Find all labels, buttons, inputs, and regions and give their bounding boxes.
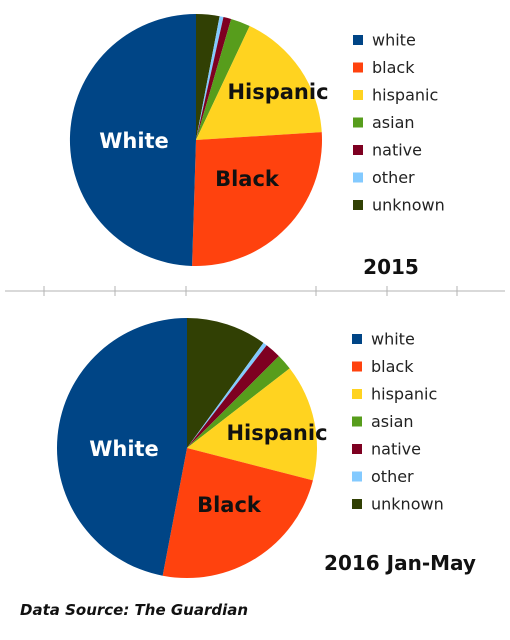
pie-slice-hispanic bbox=[187, 368, 318, 481]
pie-slice-other bbox=[187, 342, 267, 448]
legend-swatch-black bbox=[353, 62, 363, 73]
pie-slice-white bbox=[56, 318, 187, 576]
pie-slice-black bbox=[162, 448, 313, 579]
legend-swatch-hispanic bbox=[353, 90, 363, 100]
legend: white black hispanic asian native other unknow… bbox=[353, 31, 445, 215]
legend-swatch-black bbox=[352, 361, 362, 372]
legend-label-white: white bbox=[372, 31, 416, 50]
slice-label-white: White bbox=[99, 129, 169, 153]
slice-label-hispanic: Hispanic bbox=[226, 421, 327, 445]
legend-swatch-asian bbox=[353, 117, 363, 128]
pie-slice-hispanic bbox=[196, 25, 322, 141]
legend-swatch-unknown bbox=[353, 200, 363, 210]
chart-title: 2016 Jan-May bbox=[324, 551, 476, 575]
legend-label-other: other bbox=[372, 168, 415, 187]
pie-slice-black bbox=[192, 132, 322, 267]
legend-label-black: black bbox=[372, 58, 415, 77]
pie-slice-asian bbox=[196, 19, 250, 140]
legend: white black hispanic asian native other unknow… bbox=[352, 330, 444, 514]
data-source-note: Data Source: The Guardian bbox=[20, 601, 248, 619]
legend-label-white: white bbox=[371, 330, 415, 349]
legend-label-other: other bbox=[371, 467, 414, 486]
pie-chart-2016: White Black Hispanic white black hispanic asia… bbox=[56, 318, 476, 579]
legend-swatch-asian bbox=[352, 416, 362, 427]
slice-label-black: Black bbox=[197, 493, 262, 517]
legend-label-native: native bbox=[371, 440, 421, 459]
pie-slice-asian bbox=[187, 356, 290, 448]
pie-slice-unknown bbox=[187, 318, 264, 448]
pie-slice-white bbox=[69, 13, 196, 266]
legend-label-hispanic: hispanic bbox=[372, 86, 438, 105]
legend-label-unknown: unknown bbox=[371, 495, 444, 514]
legend-label-native: native bbox=[372, 141, 422, 160]
legend-label-black: black bbox=[371, 357, 414, 376]
pie-slice-unknown bbox=[196, 14, 220, 140]
pie-slice-native bbox=[196, 17, 232, 141]
pie-slice-other bbox=[196, 16, 224, 141]
slice-label-white: White bbox=[89, 437, 159, 461]
pie-slice-native bbox=[187, 345, 279, 448]
pie-chart-2015: White Black Hispanic white black hispanic asia… bbox=[69, 13, 445, 279]
legend-swatch-native bbox=[352, 444, 362, 454]
legend-swatch-native bbox=[353, 145, 363, 155]
legend-swatch-unknown bbox=[352, 499, 362, 509]
legend-swatch-other bbox=[352, 471, 362, 482]
legend-label-asian: asian bbox=[371, 412, 414, 431]
legend-label-unknown: unknown bbox=[372, 196, 445, 215]
legend-swatch-white bbox=[353, 35, 363, 45]
legend-swatch-hispanic bbox=[352, 389, 362, 399]
legend-label-hispanic: hispanic bbox=[371, 385, 437, 404]
legend-label-asian: asian bbox=[372, 113, 415, 132]
chart-title: 2015 bbox=[363, 255, 419, 279]
legend-swatch-white bbox=[352, 334, 362, 344]
slice-label-hispanic: Hispanic bbox=[227, 80, 328, 104]
legend-swatch-other bbox=[353, 172, 363, 183]
slice-label-black: Black bbox=[215, 167, 280, 191]
divider-axis bbox=[5, 286, 505, 296]
